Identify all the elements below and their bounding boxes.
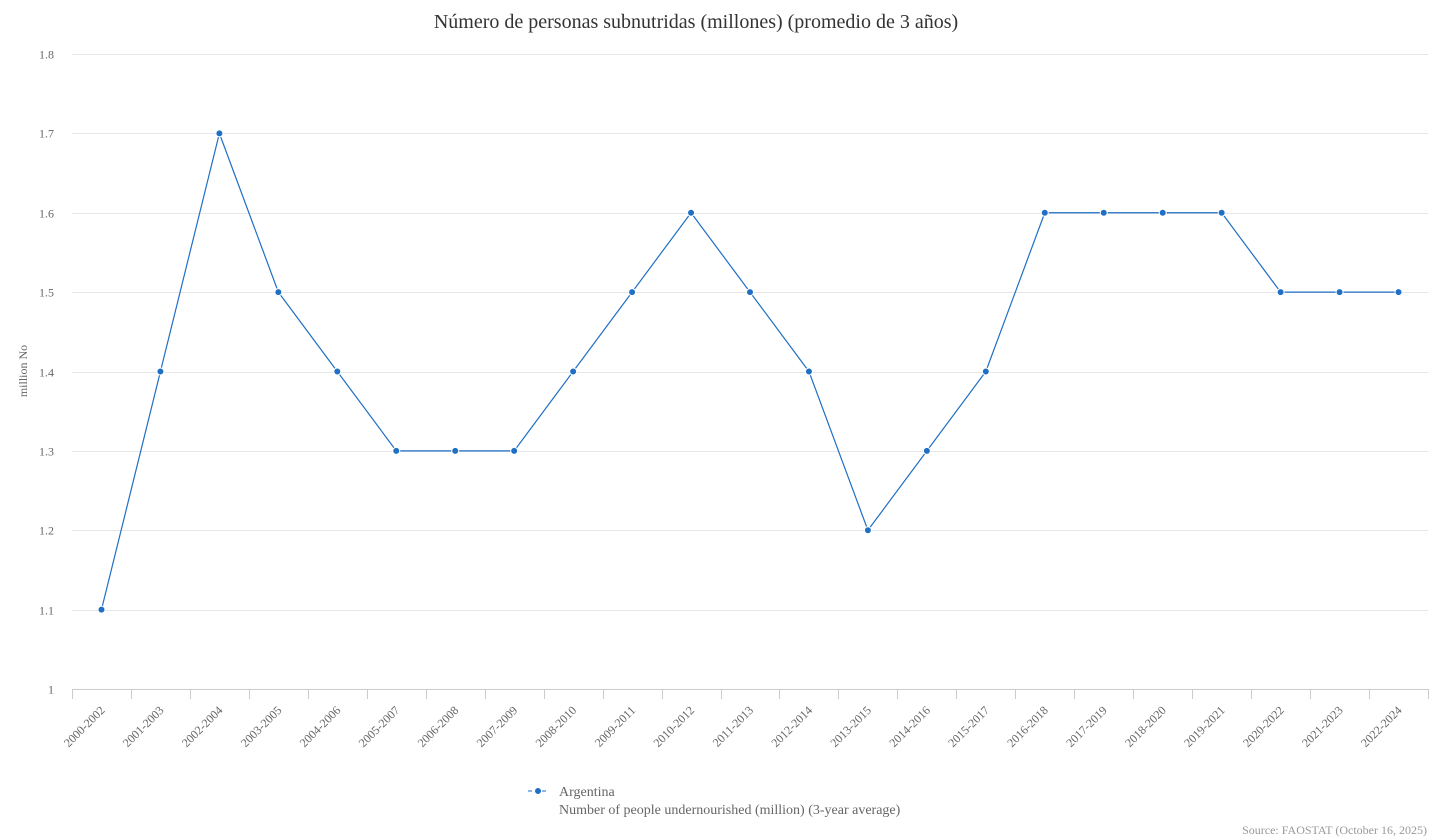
y-tick-label: 1.2: [39, 524, 54, 538]
y-axis-ticks: 1 1.1 1.2 1.3 1.4 1.5 1.6 1.7 1.8: [39, 48, 54, 697]
data-point[interactable]: [1394, 288, 1403, 297]
y-tick-label: 1.6: [39, 207, 54, 221]
x-axis: [72, 689, 1429, 699]
x-tick-label: 2014-2016: [886, 703, 933, 750]
x-tick-label: 2020-2022: [1240, 703, 1287, 750]
data-point[interactable]: [392, 446, 401, 455]
x-tick-label: 2012-2014: [768, 703, 815, 750]
x-tick-label: 2000-2002: [61, 703, 108, 750]
data-point[interactable]: [274, 288, 283, 297]
x-tick-label: 2011-2013: [710, 703, 756, 749]
data-point[interactable]: [333, 367, 342, 376]
x-tick-label: 2005-2007: [356, 703, 403, 750]
x-tick-label: 2015-2017: [945, 703, 992, 750]
data-point[interactable]: [1040, 208, 1049, 217]
x-tick-label: 2016-2018: [1004, 703, 1051, 750]
data-point[interactable]: [97, 605, 106, 614]
legend-marker-symbol: [534, 787, 542, 795]
data-point[interactable]: [1276, 288, 1285, 297]
x-tick-label: 2006-2008: [415, 703, 462, 750]
legend[interactable]: Argentina Number of people undernourishe…: [528, 785, 901, 818]
y-tick-label: 1: [48, 683, 54, 697]
series-line-argentina: [100, 132, 1399, 610]
x-tick-label: 2019-2021: [1181, 703, 1228, 750]
y-tick-label: 1.3: [39, 445, 54, 459]
chart-title: Número de personas subnutridas (millones…: [434, 11, 958, 33]
x-axis-ticks: 2000-2002 2001-2003 2002-2004 2003-2005 2004…: [61, 703, 1405, 750]
data-point[interactable]: [215, 129, 224, 138]
grid-lines: [72, 54, 1428, 611]
data-point[interactable]: [1099, 208, 1108, 217]
data-point[interactable]: [981, 367, 990, 376]
y-tick-label: 1.8: [39, 48, 54, 62]
x-tick-label: 2004-2006: [297, 703, 344, 750]
legend-series-name: Argentina: [559, 785, 616, 800]
data-point[interactable]: [569, 367, 578, 376]
x-tick-label: 2003-2005: [238, 703, 285, 750]
x-tick-label: 2021-2023: [1299, 703, 1346, 750]
x-tick-label: 2010-2012: [650, 703, 697, 750]
data-point[interactable]: [510, 446, 519, 455]
y-tick-label: 1.5: [39, 286, 54, 300]
y-axis-title: million No: [16, 345, 30, 397]
x-tick-label: 2008-2010: [533, 703, 580, 750]
x-tick-label: 2022-2024: [1358, 703, 1405, 750]
data-point[interactable]: [746, 288, 754, 297]
data-point[interactable]: [1335, 288, 1344, 297]
x-tick-label: 2017-2019: [1063, 703, 1110, 750]
x-tick-label: 2018-2020: [1122, 703, 1169, 750]
data-point[interactable]: [451, 446, 460, 455]
data-point[interactable]: [922, 446, 931, 455]
x-tick-label: 2002-2004: [179, 703, 226, 750]
source-credit[interactable]: Source: FAOSTAT (October 16, 2025): [1242, 823, 1427, 837]
legend-series-description: Number of people undernourished (million…: [559, 803, 901, 818]
x-tick-label: 2007-2009: [474, 703, 521, 750]
y-tick-label: 1.1: [39, 604, 54, 618]
series-layer: [97, 129, 1403, 614]
data-point[interactable]: [1217, 208, 1226, 217]
data-point[interactable]: [863, 526, 872, 535]
data-point[interactable]: [804, 367, 813, 376]
data-point[interactable]: [156, 367, 165, 376]
data-point[interactable]: [628, 288, 637, 297]
data-point[interactable]: [1158, 208, 1167, 217]
y-tick-label: 1.4: [39, 366, 54, 380]
data-point[interactable]: [687, 208, 696, 217]
y-tick-label: 1.7: [39, 127, 54, 141]
x-tick-label: 2013-2015: [827, 703, 874, 750]
x-tick-label: 2001-2003: [120, 703, 167, 750]
x-tick-label: 2009-2011: [592, 703, 638, 749]
